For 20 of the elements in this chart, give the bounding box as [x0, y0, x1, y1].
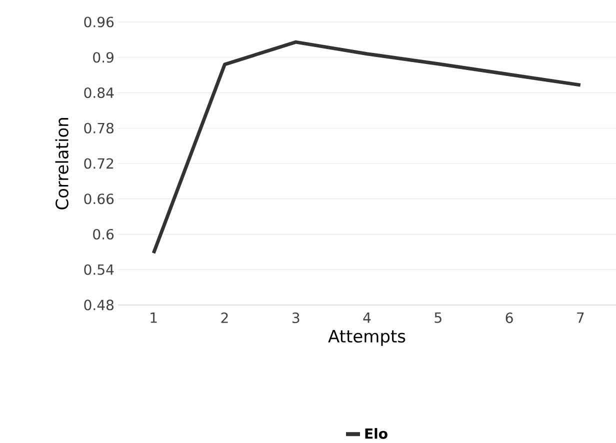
x-axis-title: Attempts	[328, 330, 406, 346]
x-tick-label: 7	[577, 312, 584, 323]
y-tick-label: 0.6	[93, 228, 114, 240]
y-tick-label: 0.48	[84, 300, 114, 310]
legend-label: Elo	[365, 428, 388, 439]
y-tick-label: 0.72	[84, 158, 114, 169]
x-tick-label: 1	[150, 312, 157, 323]
x-tick-label: 2	[221, 312, 228, 323]
x-tick-label: 5	[434, 312, 442, 323]
y-axis-title: Correlation	[55, 118, 68, 210]
y-tick-label: 0.54	[84, 264, 114, 275]
y-tick-label: 0.66	[84, 194, 114, 204]
y-tick-label: 0.96	[84, 16, 114, 28]
x-tick-label: 4	[363, 312, 371, 323]
x-tick-label: 6	[506, 312, 513, 324]
y-tick-label: 0.78	[84, 122, 114, 134]
y-tick-label: 0.9	[93, 52, 114, 63]
line-series	[152, 40, 582, 255]
x-tick-label: 3	[292, 312, 300, 324]
y-tick-label: 0.84	[84, 87, 114, 98]
